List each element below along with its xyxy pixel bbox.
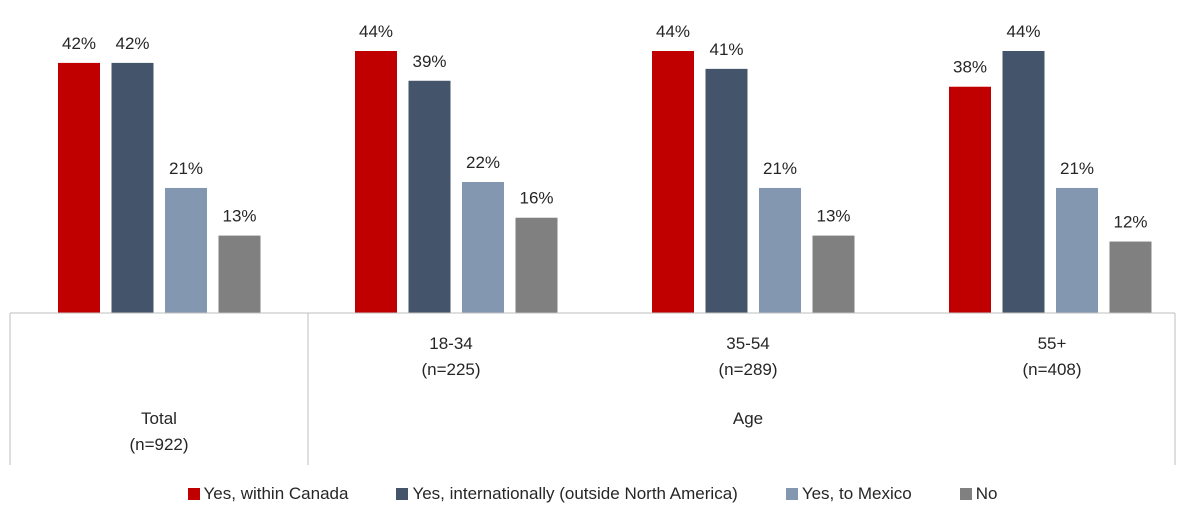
data-label: 21% (1060, 159, 1094, 178)
data-label: 21% (169, 159, 203, 178)
value-labels-layer: 42% 44% 44% 38% 42% 39% 41% 44% 21% 22% 21% 21% 13% 1… (62, 22, 1148, 232)
bar (218, 235, 261, 313)
bar (1056, 187, 1098, 313)
bar (705, 68, 748, 313)
legend-item: Yes, to Mexico (785, 484, 912, 504)
data-label: 13% (222, 207, 256, 226)
legend-swatch (187, 488, 200, 500)
tick-label: (n=225) (421, 360, 480, 379)
tick-label: 55+ (1038, 334, 1067, 353)
legend-item: Yes, within Canada (187, 484, 349, 504)
data-label: 16% (519, 189, 553, 208)
bars-layer (58, 51, 1152, 314)
bar (1002, 51, 1045, 313)
data-label: 38% (953, 58, 987, 77)
legend-label: Yes, to Mexico (801, 484, 912, 503)
tick-label: 35-54 (726, 334, 769, 353)
legend-label: Yes, within Canada (203, 484, 349, 503)
data-label: 13% (816, 207, 850, 226)
data-label: 22% (466, 153, 500, 172)
legend-item: No (959, 484, 998, 504)
bar (759, 187, 801, 313)
tick-label: (n=922) (129, 435, 188, 454)
legend: Yes, within Canada Yes, internationally (… (0, 482, 1185, 506)
data-label: 44% (656, 22, 690, 41)
bar (111, 62, 154, 314)
bar (165, 187, 207, 313)
bar (462, 182, 504, 313)
tick-label: 18-34 (429, 334, 472, 353)
bar (408, 80, 451, 313)
legend-swatch (396, 488, 409, 500)
data-label: 44% (1006, 22, 1040, 41)
data-label: 41% (709, 40, 743, 59)
data-label: 12% (1113, 213, 1147, 232)
grouped-bar-chart: 42% 44% 44% 38% 42% 39% 41% 44% 21% 22% 21% 21% 13% 1… (9, 22, 1176, 465)
bar (515, 217, 558, 313)
category-axis: Total (n=922) 18-34 (n=225) 35-54 (n=289) 55+ (… (9, 312, 1176, 465)
data-label: 42% (115, 34, 149, 53)
legend-swatch (959, 488, 972, 500)
bar (652, 51, 694, 313)
bar (355, 51, 397, 313)
bar (58, 62, 100, 314)
data-label: 44% (359, 22, 393, 41)
legend-label: Yes, internationally (outside North Amer… (412, 484, 738, 503)
bar (1109, 241, 1152, 313)
legend-swatch (785, 488, 798, 500)
data-label: 42% (62, 34, 96, 53)
bar (812, 235, 855, 313)
legend-item: Yes, internationally (outside North Amer… (396, 484, 738, 504)
tick-label: (n=289) (718, 360, 777, 379)
tick-label: (n=408) (1022, 360, 1081, 379)
tick-label: Total (141, 409, 177, 428)
group-label: Age (733, 409, 763, 428)
bar (949, 86, 991, 314)
legend-label: No (975, 484, 998, 503)
data-label: 21% (763, 159, 797, 178)
data-label: 39% (412, 52, 446, 71)
